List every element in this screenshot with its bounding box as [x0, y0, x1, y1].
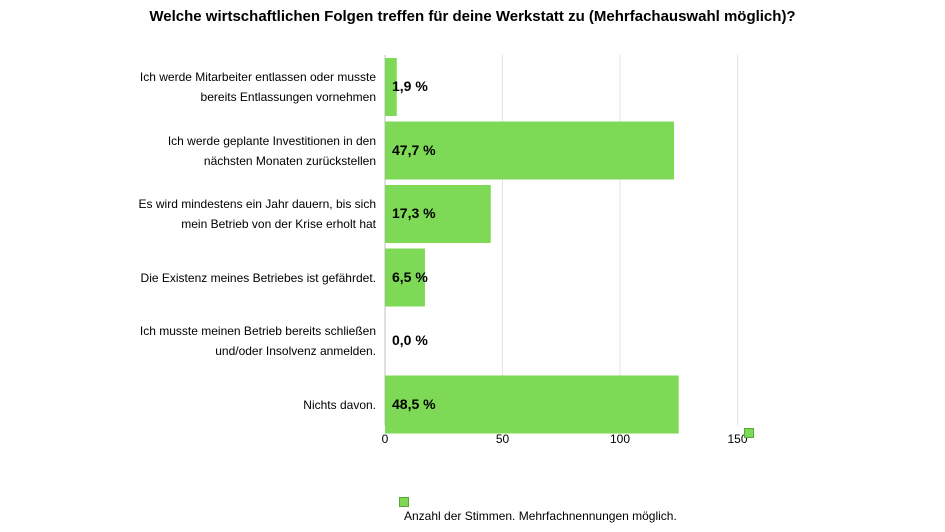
- data-label: 0,0 %: [392, 332, 428, 348]
- category-label: Es wird mindestens ein Jahr dauern, bis …: [138, 197, 376, 231]
- chart-title: Welche wirtschaftlichen Folgen treffen f…: [149, 8, 796, 25]
- category-label: Ich musste meinen Betrieb bereits schlie…: [139, 324, 376, 358]
- data-label: 48,5 %: [392, 395, 436, 412]
- legend-swatch-icon: [399, 497, 409, 507]
- category-label: Die Existenz meines Betriebes ist gefähr…: [140, 270, 376, 285]
- bar-5: [385, 375, 679, 434]
- bar-0: [385, 58, 397, 116]
- category-label: Nichts davon.: [303, 397, 376, 412]
- category-label: Ich werde Mitarbeiter entlassen oder mus…: [139, 70, 376, 104]
- data-label: 1,9 %: [392, 78, 428, 94]
- x-tick-label: 0: [381, 432, 389, 446]
- category-label: Ich werde geplante Investitionen in den …: [167, 133, 376, 168]
- axis-legend-icon: [744, 428, 754, 438]
- data-label: 47,7 %: [392, 141, 436, 158]
- data-label: 17,3 %: [392, 205, 436, 221]
- bar-2: [385, 185, 491, 243]
- data-label: 6,5 %: [392, 268, 428, 285]
- bar-3: [385, 248, 425, 307]
- x-tick-label: 50: [495, 432, 510, 446]
- bar-1: [385, 121, 675, 180]
- x-tick-label: 150: [727, 432, 748, 446]
- legend-label: Anzahl der Stimmen. Mehrfachnennungen mö…: [404, 509, 677, 523]
- x-tick-label: 100: [609, 432, 631, 446]
